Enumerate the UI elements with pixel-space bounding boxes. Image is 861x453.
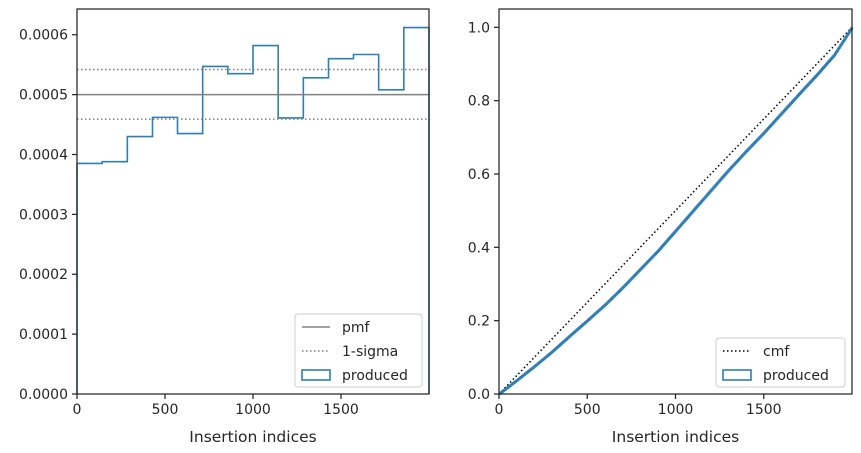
legend: cmf produced: [715, 337, 846, 388]
produced-step-outline: [76, 26, 430, 394]
y-tick-label: 0.4: [468, 240, 490, 256]
x-tick-label: 500: [574, 402, 601, 418]
legend-label: cmf: [763, 344, 790, 360]
x-tick-label: 0: [73, 402, 82, 418]
x-tick-label: 1500: [323, 402, 359, 418]
y-tick-label: 0.0004: [19, 147, 68, 163]
cmf-line: [498, 26, 853, 395]
y-tick-label: 0.2: [468, 314, 490, 330]
legend-label: 1-sigma: [342, 344, 398, 360]
legend: pmf 1-sigma produced: [294, 313, 423, 388]
x-axis: 0 500 1000 1500 Insertion indices: [73, 394, 359, 446]
x-tick-label: 1500: [746, 402, 782, 418]
legend-box: [294, 313, 423, 388]
legend-swatch: [722, 369, 752, 381]
legend-entry: 1-sigma: [302, 344, 398, 360]
x-tick-label: 0: [495, 402, 504, 418]
x-axis-label: Insertion indices: [189, 428, 316, 446]
x-tick-label: 500: [152, 402, 179, 418]
y-axis: 0.0 0.2 0.4 0.6 0.8 1.0: [468, 20, 499, 403]
legend-label: produced: [342, 368, 408, 384]
y-tick-label: 0.8: [468, 94, 490, 110]
y-tick-label: 0.0000: [19, 387, 68, 403]
legend-entry: cmf: [723, 344, 790, 360]
legend-label: produced: [763, 368, 829, 384]
y-tick-label: 0.0002: [19, 267, 68, 283]
plot-area: [498, 26, 854, 396]
y-tick-label: 0.0: [468, 387, 490, 403]
y-tick-label: 0.0006: [19, 28, 68, 44]
y-tick-label: 1.0: [468, 20, 490, 36]
legend-entry: produced: [301, 368, 408, 384]
y-tick-label: 0.0005: [19, 88, 68, 104]
plot-area: [76, 26, 430, 394]
produced-step-outline: [498, 27, 854, 396]
legend-swatch: [301, 369, 331, 381]
x-tick-label: 1000: [658, 402, 694, 418]
y-tick-label: 0.6: [468, 167, 490, 183]
legend-label: pmf: [342, 320, 371, 336]
y-tick-label: 0.0003: [19, 207, 68, 223]
x-tick-label: 1000: [235, 402, 271, 418]
x-axis: 0 500 1000 1500 Insertion indices: [495, 394, 782, 446]
y-axis: 0.0000 0.0001 0.0002 0.0003 0.0004 0.0005 0.00…: [19, 28, 77, 403]
x-axis-label: Insertion indices: [612, 428, 739, 446]
axes-frame: [498, 8, 853, 395]
legend-entry: pmf: [302, 320, 371, 336]
y-tick-label: 0.0001: [19, 327, 68, 343]
legend-entry: produced: [722, 368, 829, 384]
